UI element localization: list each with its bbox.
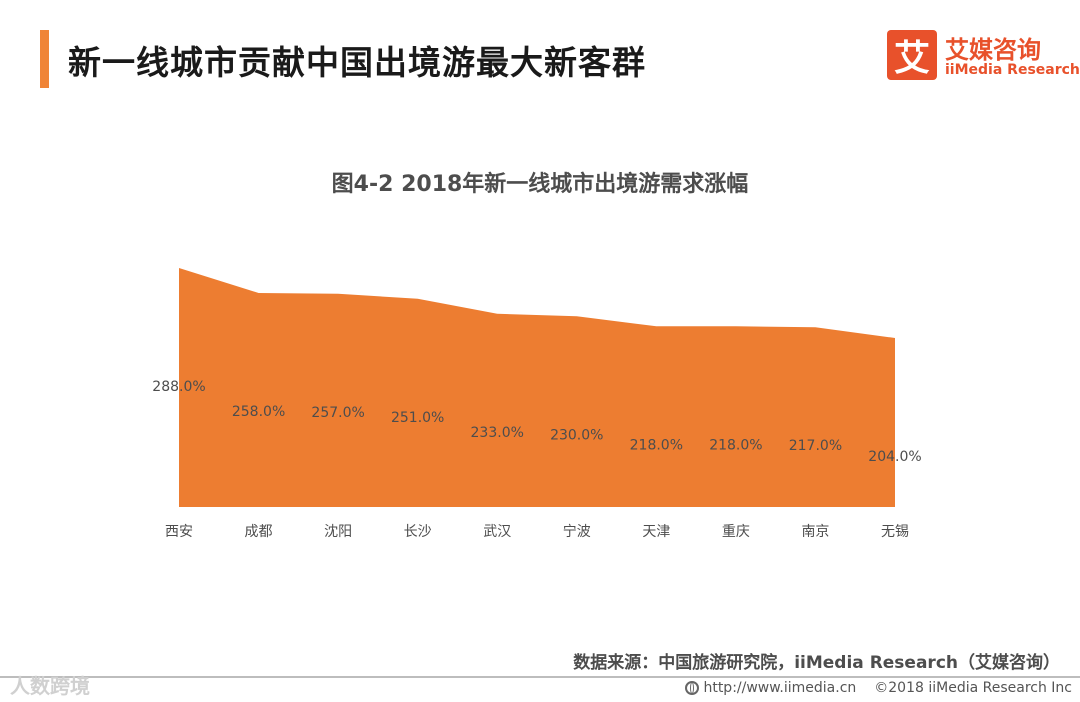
value-label: 218.0% bbox=[630, 437, 683, 453]
value-labels: 288.0% 258.0% 257.0% 251.0% 233.0% 230.0% 218.… bbox=[152, 379, 921, 465]
footer-info: http://www.iimedia.cn ©2018 iiMedia Rese… bbox=[685, 680, 1072, 696]
value-label: 217.0% bbox=[789, 438, 842, 454]
category-label: 无锡 bbox=[881, 524, 909, 540]
value-label: 230.0% bbox=[550, 427, 603, 443]
value-label: 204.0% bbox=[868, 449, 921, 465]
value-label: 257.0% bbox=[311, 405, 364, 421]
title-accent-bar bbox=[40, 30, 49, 88]
category-label: 长沙 bbox=[404, 524, 432, 540]
copyright-text: ©2018 iiMedia Research Inc bbox=[874, 680, 1072, 696]
category-label: 宁波 bbox=[563, 523, 591, 540]
category-label: 西安 bbox=[165, 524, 193, 540]
category-label: 天津 bbox=[642, 524, 670, 540]
logo-mark-icon: 艾 bbox=[887, 30, 937, 80]
value-label: 218.0% bbox=[709, 437, 762, 453]
category-axis-labels: 西安 成都 沈阳 长沙 武汉 宁波 天津 重庆 南京 无锡 bbox=[165, 523, 909, 540]
value-label: 258.0% bbox=[232, 404, 285, 420]
category-label: 成都 bbox=[245, 524, 273, 540]
chart-title: 图4-2 2018年新一线城市出境游需求涨幅 bbox=[331, 172, 749, 197]
category-label: 南京 bbox=[801, 524, 829, 540]
value-label: 288.0% bbox=[152, 379, 205, 395]
value-label: 233.0% bbox=[471, 425, 524, 441]
footer-divider bbox=[0, 676, 1080, 678]
logo-chinese-name: 艾媒咨询 bbox=[945, 36, 1041, 64]
data-source-note: 数据来源：中国旅游研究院，iiMedia Research（艾媒咨询） bbox=[573, 653, 1060, 673]
value-label: 251.0% bbox=[391, 410, 444, 426]
category-label: 武汉 bbox=[483, 524, 511, 540]
brand-logo[interactable]: 艾 艾媒咨询 iiMedia Research bbox=[887, 30, 1080, 82]
logo-english-name: iiMedia Research bbox=[945, 62, 1080, 78]
category-label: 沈阳 bbox=[324, 524, 352, 540]
area-series bbox=[179, 268, 895, 507]
category-label: 重庆 bbox=[722, 524, 750, 540]
watermark-text: 人数跨境 bbox=[10, 674, 90, 698]
globe-icon bbox=[685, 681, 700, 695]
page-title: 新一线城市贡献中国出境游最大新客群 bbox=[68, 43, 646, 82]
website-link[interactable]: http://www.iimedia.cn bbox=[703, 680, 857, 696]
